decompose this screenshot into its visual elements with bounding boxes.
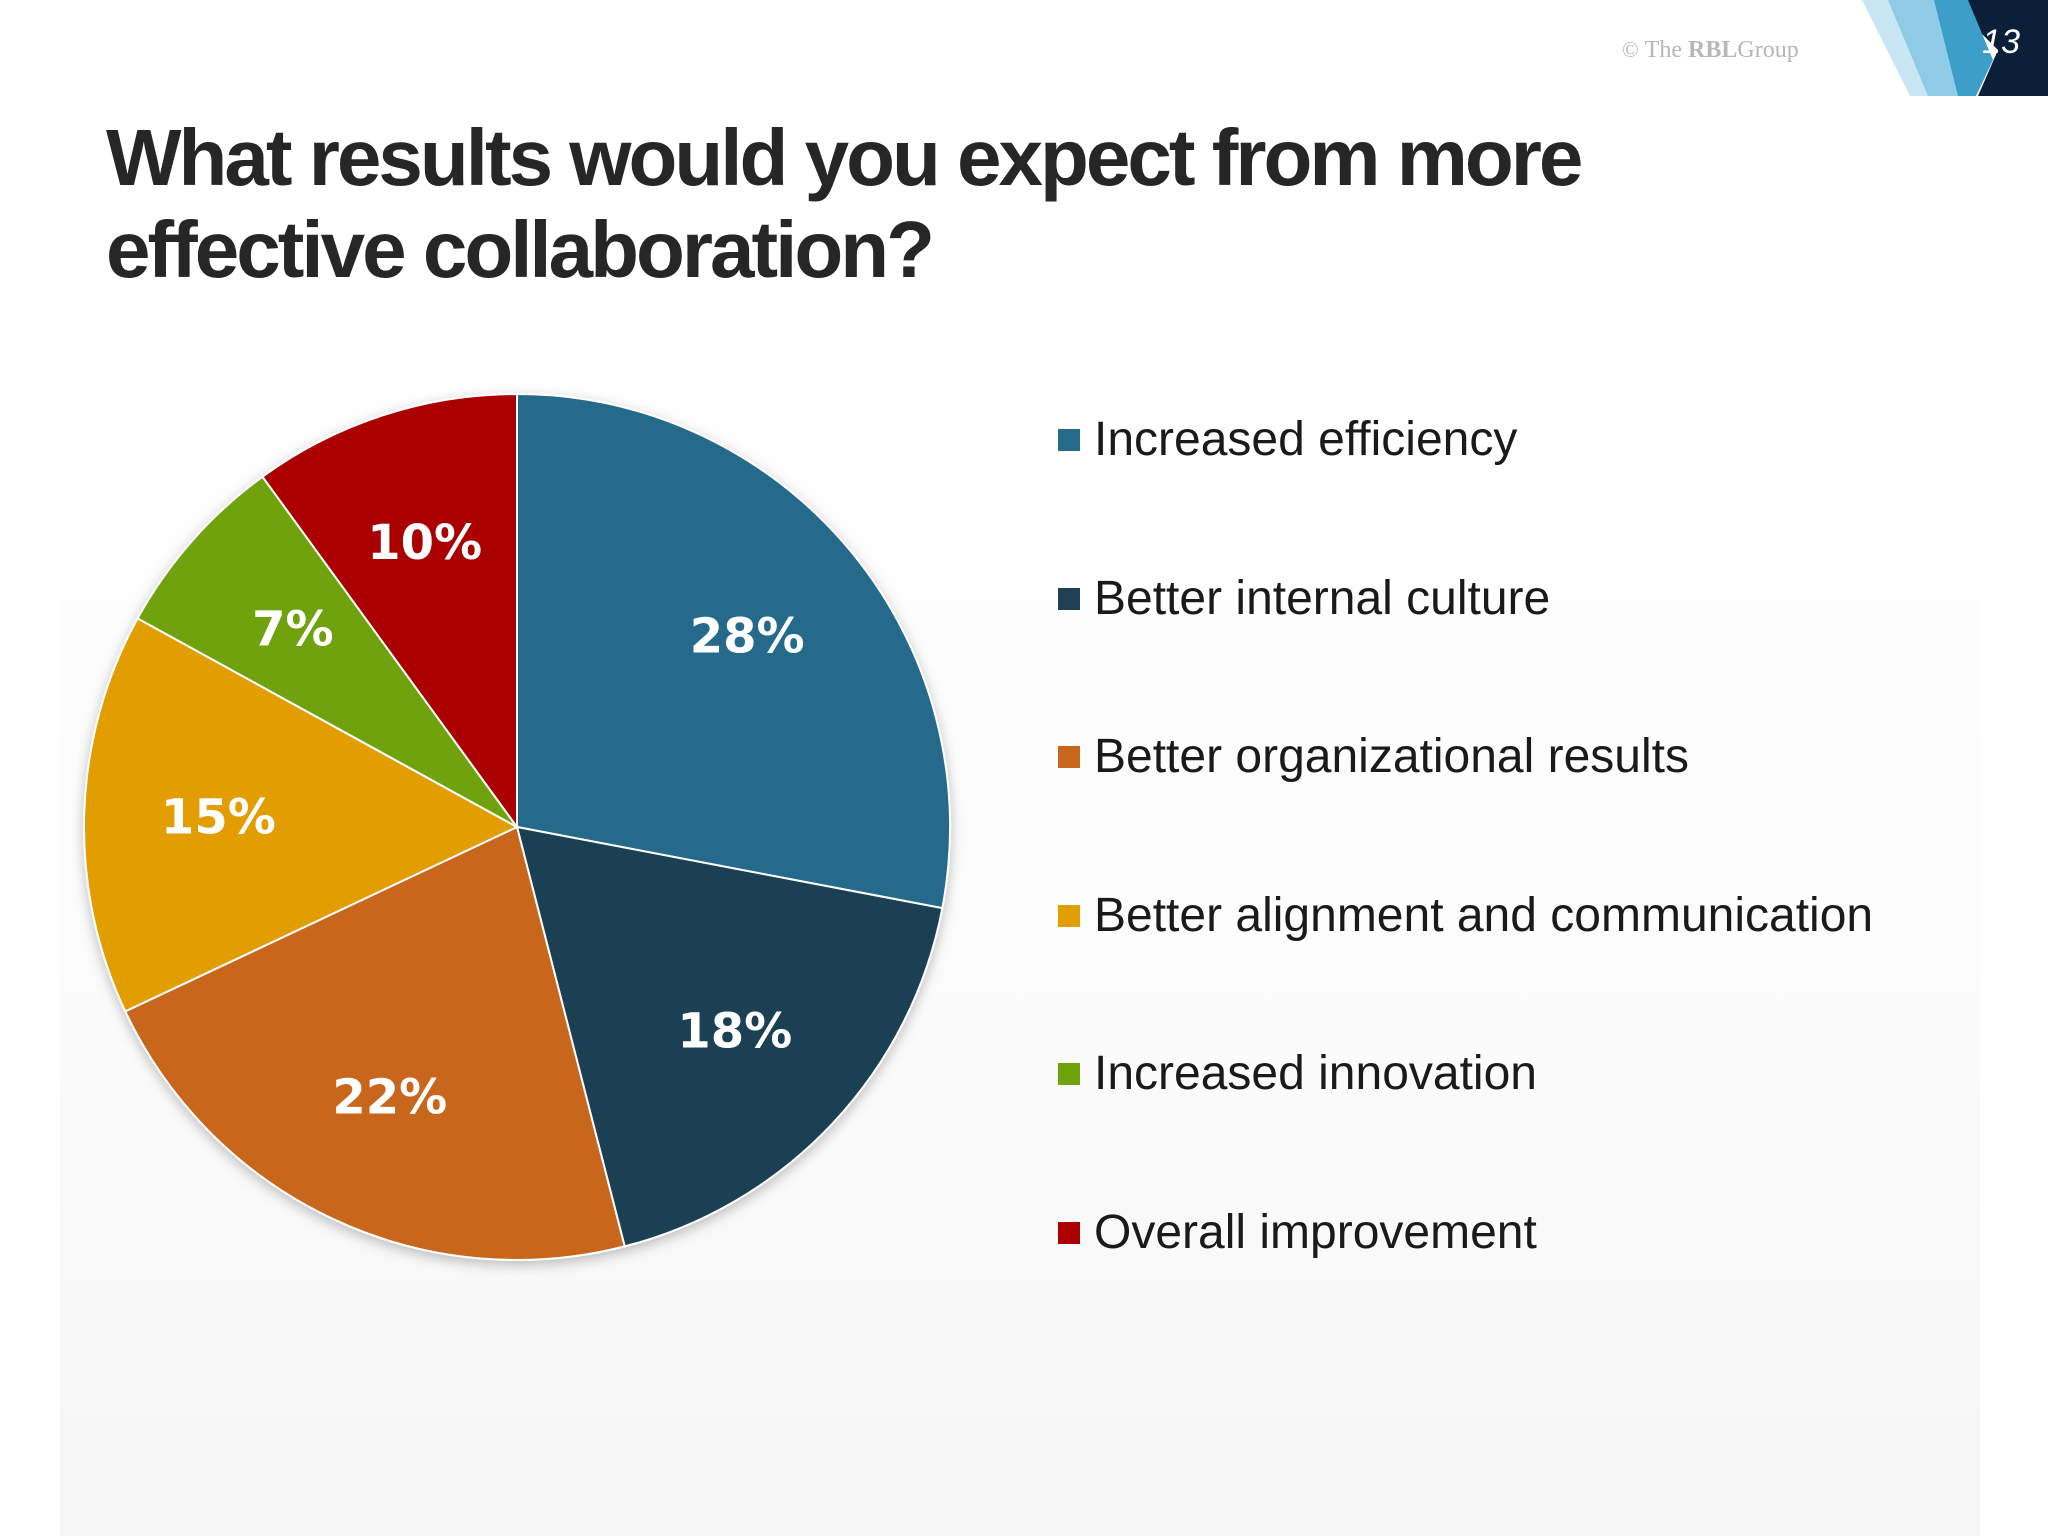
legend-label: Better internal culture (1094, 571, 1551, 625)
data-label-increased-innovation: 7% (252, 601, 334, 657)
data-label-increased-efficiency: 28% (690, 609, 805, 665)
legend-swatch (1058, 1063, 1080, 1085)
data-label-better-alignment-and-communication: 15% (161, 790, 276, 846)
legend-item-overall-improvement: Overall improvement (1058, 1193, 1537, 1273)
legend-label: Better alignment and communication (1094, 888, 1874, 942)
legend-swatch (1058, 587, 1080, 610)
legend-label: Overall improvement (1094, 1205, 1537, 1259)
legend-swatch (1058, 1221, 1080, 1244)
brand-suffix: Group (1737, 37, 1799, 63)
data-label-better-organizational-results: 22% (332, 1069, 447, 1125)
brand-prefix: The (1644, 37, 1689, 63)
legend-swatch (1058, 429, 1080, 451)
legend-swatch (1058, 746, 1080, 768)
pie-labels: 28% 18% 22% 15% 7% 10% (161, 515, 805, 1125)
slide-number: 13 (1982, 23, 2020, 61)
pie-slice-better-internal-culture (515, 825, 944, 1248)
pie-slice-overall-improvement (261, 392, 518, 831)
page-title: What results would you expect from more … (106, 113, 1583, 294)
legend-item-increased-innovation: Increased innovation (1058, 1034, 1537, 1114)
legend-item-better-alignment-and-communication: Better alignment and communication (1058, 876, 1873, 956)
corner-decoration (1862, 0, 2048, 96)
legend-item-increased-efficiency: Increased efficiency (1058, 400, 1517, 480)
brand-strong: RBL (1688, 37, 1738, 63)
data-label-better-internal-culture: 18% (677, 1004, 792, 1060)
legend-item-better-organizational-results: Better organizational results (1058, 717, 1689, 797)
pie-slice-better-alignment-and-communication (83, 617, 520, 1013)
data-label-overall-improvement: 10% (367, 515, 482, 571)
pie-slices (83, 392, 951, 1261)
pie-slice-increased-innovation (136, 475, 518, 828)
copyright-notice: © The RBLGroup (1622, 30, 1822, 70)
pie-slice-increased-efficiency (516, 392, 951, 910)
legend-label: Better organizational results (1094, 730, 1689, 783)
legend-item-better-internal-culture: Better internal culture (1058, 559, 1550, 639)
copyright-mark: © (1622, 37, 1639, 62)
pie-slice-better-organizational-results (123, 825, 626, 1261)
legend-swatch (1058, 904, 1080, 927)
legend-label: Increased efficiency (1094, 413, 1518, 466)
legend-label: Increased innovation (1094, 1047, 1537, 1100)
